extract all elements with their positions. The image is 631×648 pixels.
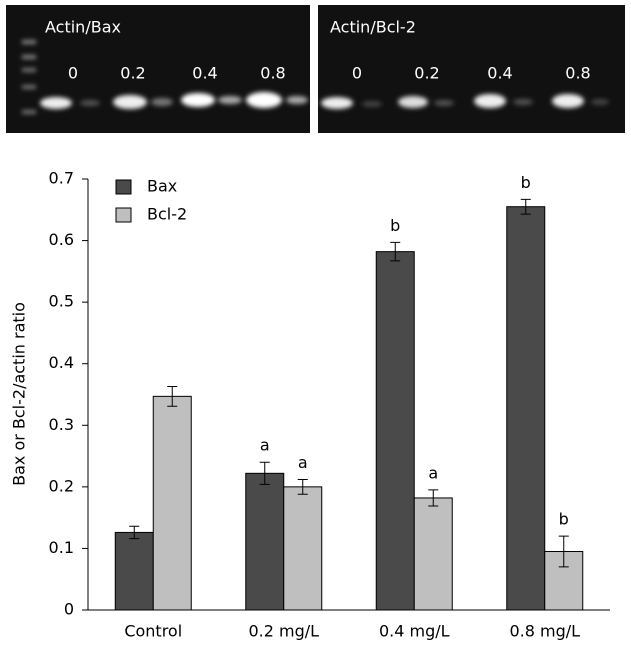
bar [114,531,154,611]
error-bar [428,489,439,507]
gel-background [6,5,310,133]
error-bar [520,198,531,215]
lane-label: 0.4 [192,64,217,83]
lane-label: 0.2 [120,64,145,83]
gel-background [318,5,625,133]
error-bar [558,535,569,568]
legend-label: Bcl-2 [147,205,187,224]
bar [413,497,453,611]
legend-swatch [115,207,132,223]
x-tick-label: 0.4 mg/L [379,622,450,641]
gel-bands [321,94,609,109]
gel-panel: Actin/Bax 0 0.2 0.4 0.8 [6,5,310,133]
error-bar [390,241,401,262]
bar [152,395,192,611]
x-tick-label: 0.2 mg/L [248,622,319,641]
significance-label: a [428,463,438,482]
significance-label: b [559,510,569,529]
bar [506,206,546,611]
y-tick-label: 0.2 [49,476,74,495]
legend-label: Bax [147,177,177,196]
error-bar [259,461,270,485]
lane-label: 0 [68,64,78,83]
y-tick-label: 0.6 [49,230,74,249]
significance-label: a [260,436,270,455]
gel-title: Actin/Bax [45,18,121,37]
y-tick-label: 0.3 [49,415,74,434]
bar [375,251,415,611]
gel-bands [22,40,308,114]
lane-label: 0.8 [565,64,590,83]
gel-title: Actin/Bcl-2 [330,18,416,37]
lane-label: 0.8 [260,64,285,83]
error-bar [167,385,178,407]
legend-swatch [115,179,132,195]
gel-panel: Actin/Bcl-2 0 0.2 0.4 0.8 [318,5,625,133]
lane-label: 0.4 [487,64,512,83]
error-bar [297,478,308,495]
bar [283,486,323,611]
significance-label: b [390,216,400,235]
x-tick-label: Control [124,622,182,641]
y-tick-label: 0.5 [49,292,74,311]
y-axis-label: Bax or Bcl-2/actin ratio [10,302,29,486]
y-tick-label: 0.4 [49,353,74,372]
y-tick-label: 0.1 [49,538,74,557]
x-tick-label: 0.8 mg/L [509,622,580,641]
lane-label: 0 [352,64,362,83]
bar [245,472,285,611]
significance-label: b [521,173,531,192]
y-tick-label: 0 [64,600,74,619]
y-tick-label: 0.7 [49,169,74,188]
significance-label: a [298,453,308,472]
lane-label: 0.2 [414,64,439,83]
error-bar [129,525,140,540]
